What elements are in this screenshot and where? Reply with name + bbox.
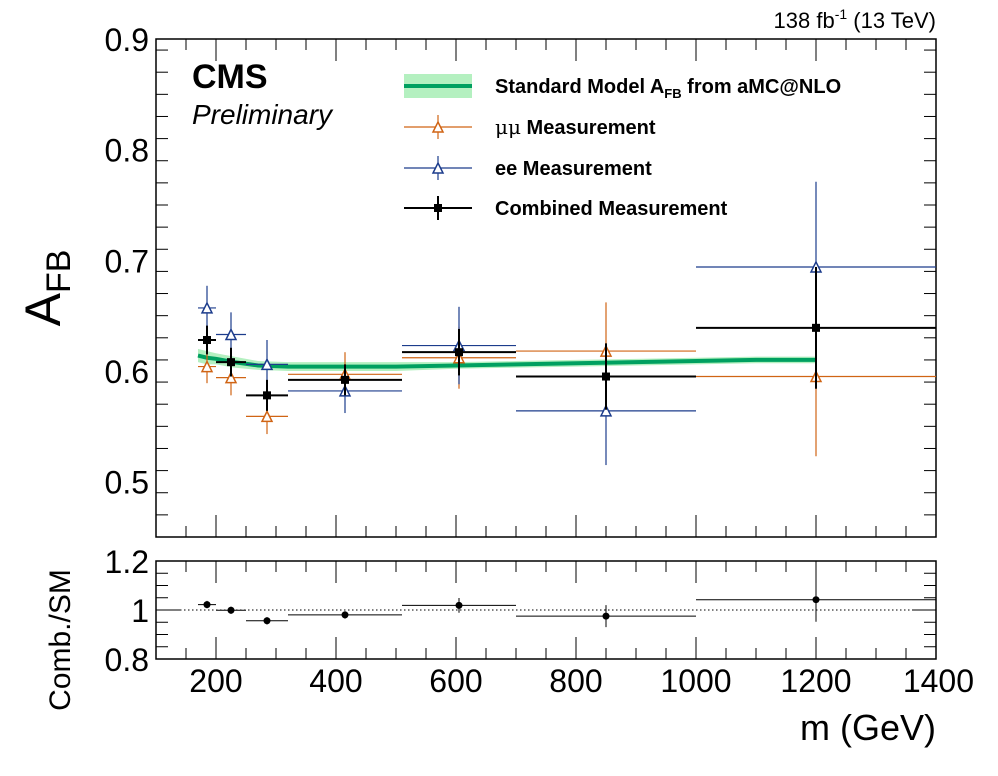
- ratio-point: [516, 605, 696, 628]
- ratio-point: [246, 617, 288, 625]
- combined-marker: [227, 358, 235, 367]
- sm-band-group: [197, 348, 816, 371]
- legend-ee-label: ee Measurement: [495, 158, 652, 180]
- ratio-point: [198, 600, 216, 609]
- ratio-point: [216, 606, 246, 614]
- legend-entry-ee: ee Measurement: [404, 156, 652, 180]
- legend-sm-label: Standard Model AFB from aMC@NLO: [495, 76, 841, 101]
- combined-marker: [263, 391, 271, 400]
- ratio-marker: [455, 601, 463, 609]
- ee-marker: [200, 301, 214, 314]
- combined-point: [516, 343, 696, 410]
- x-tick-label: 600: [429, 663, 482, 699]
- legend-sm-subscript: FB: [664, 86, 681, 101]
- x-tick-label: 1200: [780, 663, 851, 699]
- ee-marker: [224, 327, 238, 341]
- combined-point: [246, 379, 288, 411]
- legend-entry-sm: Standard Model AFB from aMC@NLO: [404, 74, 841, 101]
- mumu-point: [198, 349, 216, 384]
- ratio-y-tick-label: 0.8: [105, 642, 149, 678]
- ratio-marker: [341, 611, 349, 619]
- combined-point: [402, 328, 516, 376]
- combined-point: [288, 364, 402, 396]
- ratio-y-tick-label: 1.2: [105, 544, 149, 580]
- mumu-marker: [200, 359, 214, 373]
- x-tick-labels: 200 400 600 800 1000 1200 1400: [189, 663, 974, 699]
- upper-panel: 0.5 0.6 0.7 0.8 0.9 AFB CMS Preliminary: [15, 22, 937, 538]
- ratio-marker: [602, 612, 610, 620]
- x-axis-title: m (GeV): [800, 707, 936, 748]
- legend-mumu-label: μμ Measurement: [495, 115, 656, 139]
- legend-mumu-greek: μμ: [495, 115, 521, 139]
- x-tick-label: 800: [549, 663, 602, 699]
- ratio-y-tick-labels: 0.8 1 1.2: [105, 544, 149, 678]
- legend: Standard Model AFB from aMC@NLO μμ Measu…: [404, 74, 841, 220]
- ratio-y-tick-label: 1: [131, 593, 149, 629]
- y-tick-label: 0.9: [105, 22, 149, 58]
- legend-ee-marker: [431, 161, 445, 174]
- x-tick-label: 400: [309, 663, 362, 699]
- cms-label: CMS: [192, 58, 268, 96]
- lumi-label: 138 fb-1 (13 TeV): [774, 6, 936, 33]
- legend-mumu-marker: [431, 120, 445, 133]
- y-tick-label: 0.8: [105, 133, 149, 169]
- ratio-marker: [263, 617, 271, 625]
- ee-point: [198, 285, 216, 331]
- legend-entry-comb: Combined Measurement: [404, 196, 728, 220]
- legend-comb-label: Combined Measurement: [495, 198, 728, 220]
- y-axis-title-subscript: FB: [40, 250, 78, 293]
- ratio-markers: [198, 577, 936, 628]
- x-tick-label: 1000: [660, 663, 731, 699]
- combined-point: [696, 266, 936, 389]
- combined-point: [216, 347, 246, 377]
- legend-comb-marker: [434, 204, 442, 212]
- ratio-y-axis-title: Comb./SM: [44, 569, 77, 711]
- sm-prediction-line: [197, 353, 816, 369]
- combined-marker: [602, 372, 610, 381]
- preliminary-label: Preliminary: [192, 99, 334, 130]
- y-tick-label: 0.5: [105, 465, 149, 501]
- ee-marker: [599, 404, 613, 417]
- ratio-point: [288, 611, 402, 619]
- combined-marker: [341, 375, 349, 384]
- combined-point: [198, 325, 216, 355]
- mumu-marker: [260, 409, 274, 423]
- x-tick-label: 200: [189, 663, 242, 699]
- combined-marker: [455, 348, 463, 357]
- ratio-marker: [203, 601, 211, 609]
- ratio-point: [402, 597, 516, 613]
- measurement-markers: [198, 181, 936, 466]
- ratio-panel: 0.8 1 1.2 200 400 600 800 1000 1200 1400 Comb./S…: [44, 544, 974, 748]
- ratio-point: [696, 577, 936, 622]
- upper-y-tick-labels: 0.5 0.6 0.7 0.8 0.9: [105, 22, 149, 501]
- mumu-marker: [224, 370, 238, 384]
- x-tick-label: 1400: [903, 663, 974, 699]
- lumi-energy: (13 TeV): [847, 8, 936, 33]
- y-axis-title: AFB: [15, 250, 78, 327]
- y-tick-label: 0.6: [105, 354, 149, 390]
- ratio-marker: [812, 596, 820, 604]
- upper-axis-ticks: [155, 39, 937, 538]
- combined-marker: [812, 323, 820, 332]
- lumi-superscript: -1: [835, 6, 848, 22]
- combined-marker: [203, 336, 211, 345]
- ee-marker: [260, 357, 274, 371]
- y-tick-label: 0.7: [105, 243, 149, 279]
- legend-entry-mumu: μμ Measurement: [404, 115, 656, 139]
- ratio-marker: [227, 606, 235, 614]
